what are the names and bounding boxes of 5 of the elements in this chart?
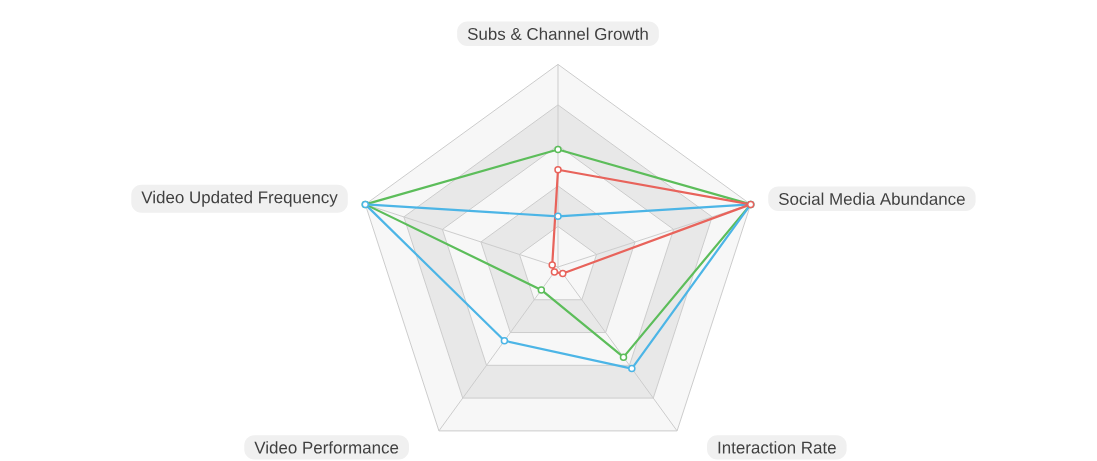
spoke-label: Subs & Channel Growth	[467, 27, 648, 40]
spoke-label: Interaction Rate	[718, 441, 836, 454]
spoke-label: Video Updated Frequency	[141, 190, 338, 207]
spoke-label: Social Media Abundance	[778, 192, 965, 205]
spoke-label: Video Performance	[254, 441, 399, 454]
